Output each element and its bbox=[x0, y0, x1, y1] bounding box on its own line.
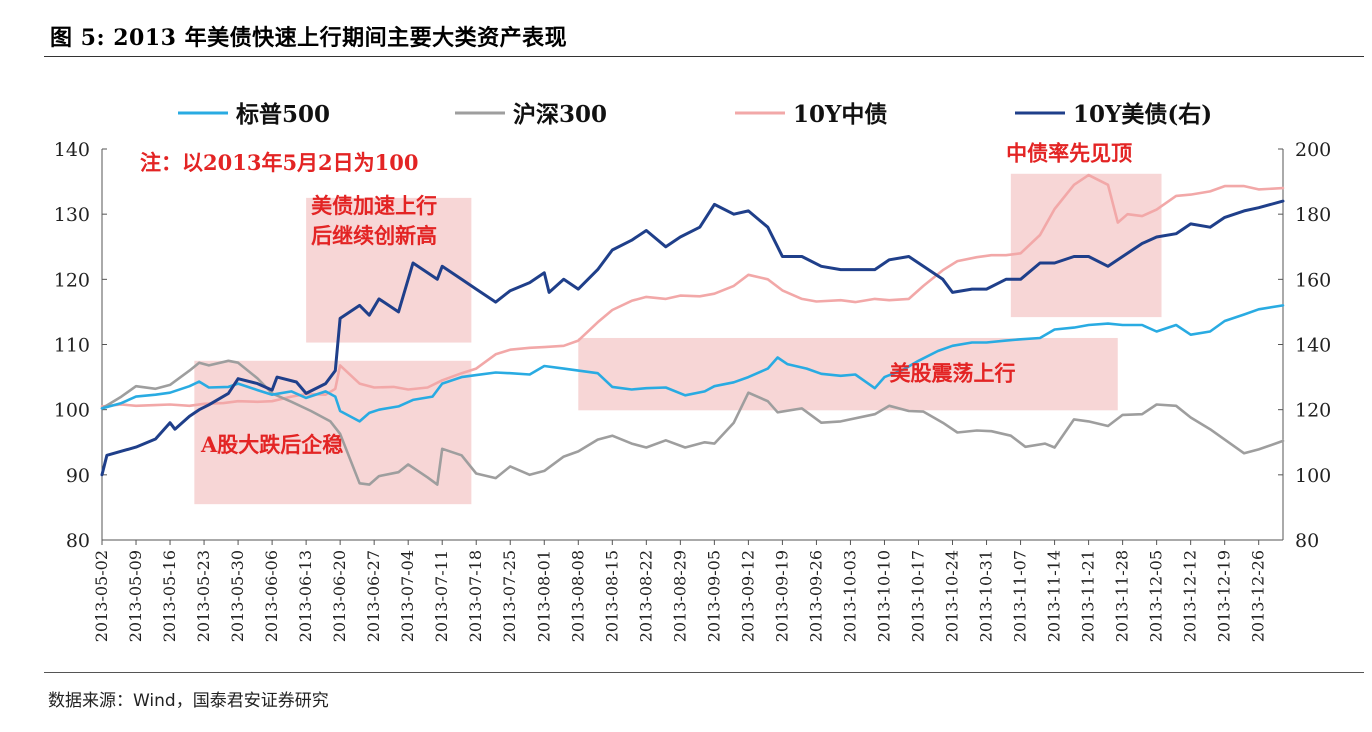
right-tick-label: 80 bbox=[1295, 530, 1319, 552]
annotation-box-4 bbox=[1010, 173, 1162, 318]
x-tick-label: 2013-10-24 bbox=[943, 550, 962, 642]
source-note: 数据来源：Wind，国泰君安证券研究 bbox=[48, 691, 329, 711]
x-tick-label: 2013-08-08 bbox=[568, 550, 587, 642]
legend-label-3: 10Y中债 bbox=[793, 101, 887, 128]
annotation-layer bbox=[194, 173, 1162, 505]
left-tick-label: 120 bbox=[54, 269, 90, 291]
series-line-2 bbox=[100, 359, 1285, 486]
figure-title: 图 5: 2013 年美债快速上行期间主要大类资产表现 bbox=[50, 25, 568, 51]
x-tick-label: 2013-05-23 bbox=[194, 550, 213, 642]
x-tick-label: 2013-09-05 bbox=[704, 550, 723, 642]
x-tick-label: 2013-05-16 bbox=[160, 550, 179, 642]
line-chart: 80 90 100 110 120 130 140 80 100 120 140 160 180 200 2… bbox=[54, 101, 1332, 642]
x-tick-label: 2013-09-19 bbox=[772, 550, 791, 642]
annotation-label-1-2: 后继续创新高 bbox=[311, 223, 437, 248]
x-tick-label: 2013-10-17 bbox=[908, 550, 927, 642]
x-tick-label: 2013-11-21 bbox=[1079, 550, 1098, 642]
x-tick-label: 2013-10-03 bbox=[840, 550, 859, 642]
annotation-label-1-1: 美债加速上行 bbox=[311, 193, 437, 218]
left-tick-label: 110 bbox=[54, 335, 90, 357]
x-tick-label: 2013-06-13 bbox=[296, 550, 315, 642]
x-tick-label: 2013-12-19 bbox=[1215, 550, 1234, 642]
legend-label-2: 沪深300 bbox=[513, 101, 607, 128]
x-tick-label: 2013-06-27 bbox=[364, 550, 383, 642]
x-tick-label: 2013-09-12 bbox=[738, 550, 757, 642]
right-tick-label: 100 bbox=[1295, 465, 1331, 487]
left-tick-label: 140 bbox=[54, 139, 90, 161]
x-tick-label: 2013-05-02 bbox=[92, 550, 111, 642]
title-rule bbox=[44, 56, 1364, 57]
x-tick-label: 2013-07-04 bbox=[398, 550, 417, 642]
legend-label-4: 10Y美债(右) bbox=[1073, 101, 1212, 128]
legend-label-1: 标普500 bbox=[236, 101, 330, 128]
x-tick-label: 2013-08-15 bbox=[602, 550, 621, 642]
annotation-box-1 bbox=[306, 197, 472, 343]
x-tick-label: 2013-08-01 bbox=[534, 550, 553, 642]
x-tick-label: 2013-11-07 bbox=[1011, 550, 1030, 642]
x-tick-label: 2013-09-26 bbox=[806, 550, 825, 642]
x-tick-label: 2013-12-12 bbox=[1181, 550, 1200, 642]
axes-layer: 80 90 100 110 120 130 140 80 100 120 140 160 180 200 2… bbox=[54, 139, 1332, 642]
left-tick-label: 100 bbox=[54, 400, 90, 422]
x-tick-label: 2013-11-28 bbox=[1113, 550, 1132, 642]
x-tick-label: 2013-08-29 bbox=[670, 550, 689, 642]
left-tick-label: 90 bbox=[66, 465, 90, 487]
x-tick-label: 2013-12-05 bbox=[1147, 550, 1166, 642]
annotation-label-2-1: A股大跌后企稳 bbox=[200, 432, 343, 457]
chart-note: 注：以2013年5月2日为100 bbox=[140, 150, 419, 175]
legend: 标普500 沪深300 10Y中债 10Y美债(右) bbox=[178, 101, 1212, 128]
right-tick-label: 200 bbox=[1295, 139, 1331, 161]
right-tick-label: 140 bbox=[1295, 335, 1331, 357]
x-tick-label: 2013-10-31 bbox=[977, 550, 996, 642]
left-tick-label: 80 bbox=[66, 530, 90, 552]
left-tick-label: 130 bbox=[54, 204, 90, 226]
annotation-label-3-1: 美股震荡上行 bbox=[890, 360, 1016, 385]
right-tick-label: 160 bbox=[1295, 269, 1331, 291]
x-tick-label: 2013-06-20 bbox=[330, 550, 349, 642]
x-tick-label: 2013-12-26 bbox=[1249, 550, 1268, 642]
series-line-1 bbox=[100, 304, 1285, 423]
series-line-4 bbox=[100, 199, 1285, 477]
x-tick-label: 2013-05-30 bbox=[228, 550, 247, 642]
series-line-3 bbox=[100, 173, 1285, 408]
annotation-label-4-1: 中债率先见顶 bbox=[1006, 141, 1132, 166]
bottom-rule bbox=[44, 672, 1364, 673]
x-tick-label: 2013-08-22 bbox=[636, 550, 655, 642]
x-tick-label: 2013-11-14 bbox=[1045, 550, 1064, 642]
series-layer bbox=[100, 173, 1285, 486]
x-tick-label: 2013-07-25 bbox=[500, 550, 519, 642]
x-tick-label: 2013-05-09 bbox=[126, 550, 145, 642]
x-tick-label: 2013-07-11 bbox=[432, 550, 451, 642]
x-tick-label: 2013-10-10 bbox=[874, 550, 893, 642]
x-tick-label: 2013-07-18 bbox=[466, 550, 485, 642]
right-tick-label: 120 bbox=[1295, 400, 1331, 422]
right-tick-label: 180 bbox=[1295, 204, 1331, 226]
x-tick-label: 2013-06-06 bbox=[262, 550, 281, 642]
